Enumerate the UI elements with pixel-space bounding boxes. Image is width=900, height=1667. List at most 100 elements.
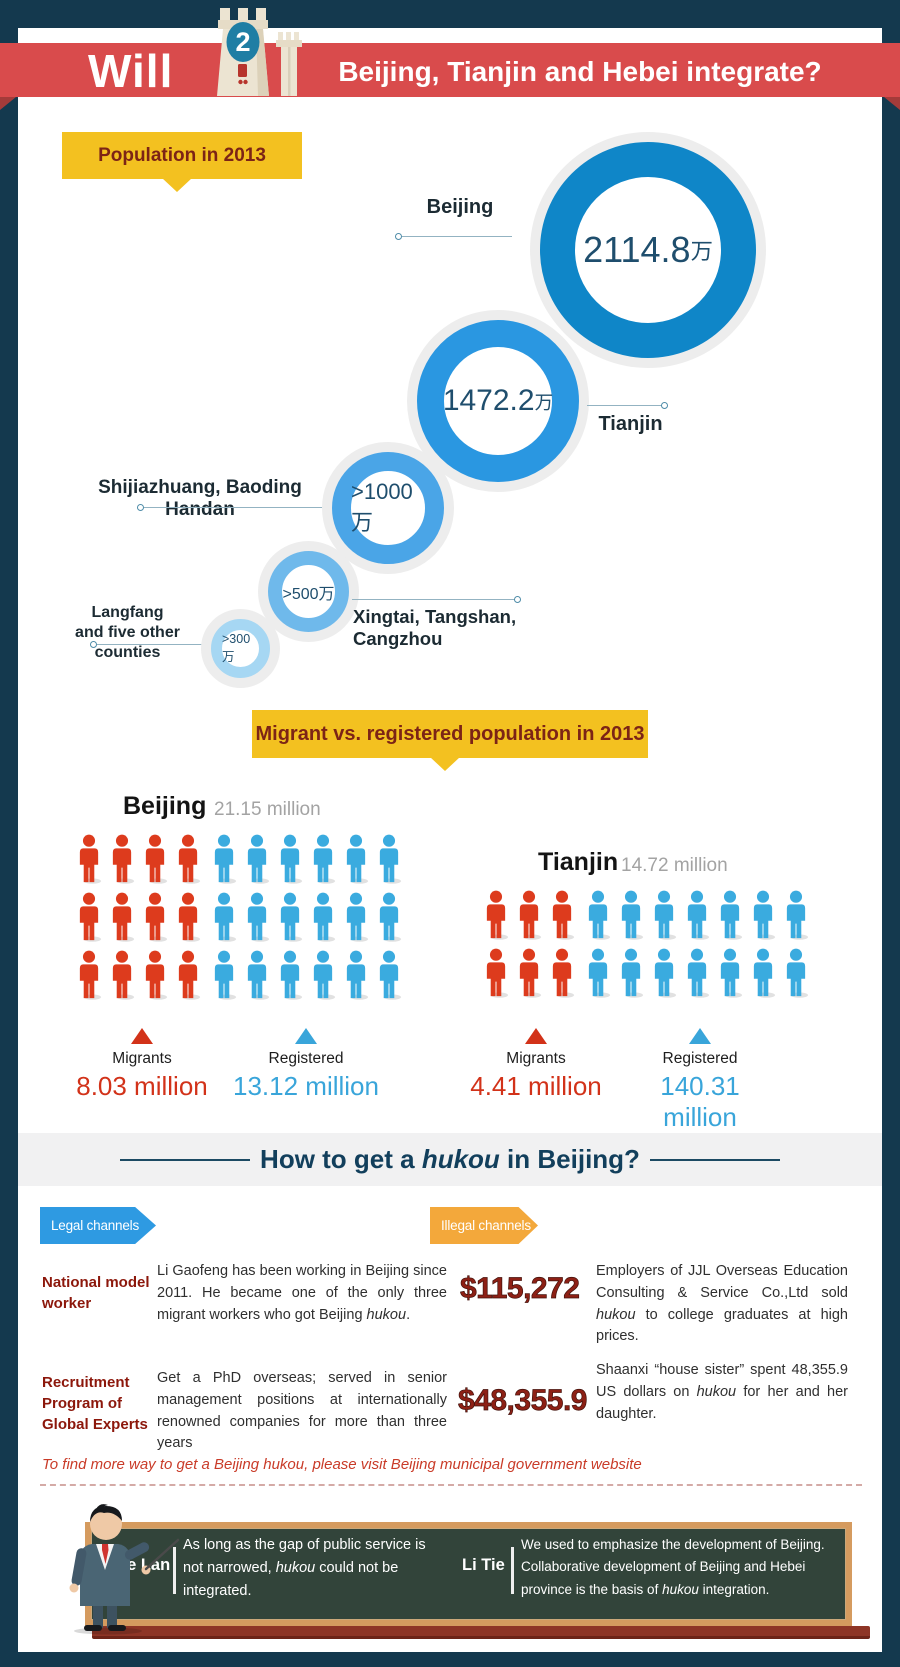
legend-beijing-registered: Registered 13.12 million	[231, 1028, 381, 1102]
person-icon-migrant	[549, 890, 575, 940]
illegal-row2-body: Shaanxi “house sister” spent 48,355.9 US…	[596, 1362, 848, 1422]
ribbon-fold-right	[884, 97, 900, 110]
bubble-shijiazhuang: >1000万	[332, 452, 444, 564]
legend-label: Registered	[662, 1050, 738, 1067]
person-icon-registered	[376, 892, 402, 942]
legend-value: 8.03 million	[76, 1071, 208, 1101]
person-icon-migrant	[76, 950, 102, 1000]
person-icon-registered	[211, 950, 237, 1000]
registered-triangle-icon	[295, 1028, 317, 1044]
bubble-xingtai: >500万	[268, 551, 349, 632]
quote-divider	[173, 1547, 176, 1594]
registered-triangle-icon	[689, 1028, 711, 1044]
person-icon-registered	[244, 950, 270, 1000]
pictograph-beijing-total: 21.15 million	[214, 799, 321, 820]
leader-dot	[661, 402, 668, 409]
quote1-text: As long as the gap of public service is …	[183, 1537, 426, 1599]
illegal-row1-body: Employers of JJL Overseas Education Cons…	[596, 1263, 848, 1345]
person-icon-registered	[717, 890, 743, 940]
person-icon-registered	[750, 890, 776, 940]
pictograph-row	[76, 892, 409, 942]
person-icon-registered	[343, 950, 369, 1000]
bubble-label-tianjin: Tianjin	[598, 413, 663, 435]
person-icon-migrant	[483, 948, 509, 998]
person-icon-registered	[310, 892, 336, 942]
migrant-badge-label: Migrant vs. registered population in 201…	[255, 722, 645, 745]
pictograph-row	[483, 948, 816, 998]
person-icon-migrant	[109, 950, 135, 1000]
quote2-speaker: Li Tie	[462, 1556, 505, 1574]
page-title: Beijing, Tianjin and Hebei integrate?	[338, 56, 822, 87]
header-banner	[0, 43, 900, 97]
population-badge-label: Population in 2013	[98, 144, 266, 166]
badge-pointer	[162, 178, 192, 192]
legend-tianjin-migrants: Migrants 4.41 million	[461, 1028, 611, 1102]
pictograph-row	[76, 834, 409, 884]
pictograph-tianjin-name: Tianjin	[538, 848, 619, 876]
legend-label: Migrants	[112, 1050, 172, 1067]
person-icon-registered	[585, 890, 611, 940]
pictograph-row	[76, 950, 409, 1000]
legend-beijing-migrants: Migrants 8.03 million	[67, 1028, 217, 1102]
person-icon-migrant	[549, 948, 575, 998]
illegal-row2-price: $48,355.9	[458, 1384, 588, 1418]
title-rule-left	[120, 1158, 251, 1161]
person-icon-migrant	[483, 890, 509, 940]
tower-number-badge	[226, 22, 260, 62]
person-icon-registered	[211, 834, 237, 884]
person-icon-migrant	[516, 948, 542, 998]
legend-label: Migrants	[506, 1050, 566, 1067]
person-icon-registered	[717, 948, 743, 998]
hukou-section-title: How to get a hukou in Beijing?	[120, 1144, 780, 1175]
migrants-triangle-icon	[525, 1028, 547, 1044]
pictograph-tianjin-rows	[483, 890, 816, 1006]
person-icon-migrant	[142, 892, 168, 942]
leader-line	[352, 599, 516, 600]
person-icon-registered	[750, 948, 776, 998]
person-icon-registered	[684, 890, 710, 940]
person-icon-registered	[684, 948, 710, 998]
header-will-text: Will	[88, 45, 174, 97]
bubble-label-xingtai: Xingtai, Tangshan, Cangzhou	[353, 606, 517, 649]
leader-line	[402, 236, 512, 237]
person-icon-migrant	[109, 892, 135, 942]
footer-note: To find more way to get a Beijing hukou,…	[42, 1456, 642, 1473]
hukou-section-band: How to get a hukou in Beijing?	[18, 1133, 882, 1186]
legend-value: 13.12 million	[233, 1071, 379, 1101]
person-icon-migrant	[76, 834, 102, 884]
quote2-text: We used to emphasize the development of …	[521, 1537, 825, 1597]
person-icon-registered	[783, 890, 809, 940]
person-icon-migrant	[516, 890, 542, 940]
person-icon-migrant	[109, 834, 135, 884]
legal-row2-heading: Recruitment Program of Global Experts	[42, 1374, 148, 1433]
person-icon-registered	[277, 834, 303, 884]
person-icon-registered	[244, 892, 270, 942]
leader-line	[144, 507, 332, 508]
leader-dot	[514, 596, 521, 603]
svg-text:2: 2	[235, 27, 250, 57]
bubble-beijing: 2114.8 万	[540, 142, 756, 358]
pictograph-row	[483, 890, 816, 940]
person-icon-migrant	[175, 892, 201, 942]
castle-icon: 2	[217, 8, 302, 96]
population-section-badge: Population in 2013	[62, 132, 302, 192]
person-icon-registered	[277, 892, 303, 942]
illegal-row1-price: $115,272	[460, 1272, 581, 1306]
person-icon-registered	[343, 892, 369, 942]
illegal-channels-badge: Illegal channels	[430, 1207, 538, 1244]
person-icon-registered	[618, 948, 644, 998]
bubble-langfang: >300万	[211, 619, 270, 678]
leader-line	[97, 644, 211, 645]
leader-dot	[90, 641, 97, 648]
hukou-title-text: How to get a hukou in Beijing?	[260, 1144, 640, 1174]
pictograph-beijing-rows	[76, 834, 409, 1008]
legal-row1-body: Li Gaofeng has been working in Beijing s…	[157, 1263, 447, 1323]
legend-value: 4.41 million	[470, 1071, 602, 1101]
person-icon-registered	[277, 950, 303, 1000]
blackboard-ledge	[92, 1626, 870, 1639]
person-icon-migrant	[142, 834, 168, 884]
bubble-tianjin: 1472.2 万	[417, 320, 579, 482]
person-icon-migrant	[175, 950, 201, 1000]
person-icon-registered	[376, 834, 402, 884]
person-icon-registered	[310, 950, 336, 1000]
